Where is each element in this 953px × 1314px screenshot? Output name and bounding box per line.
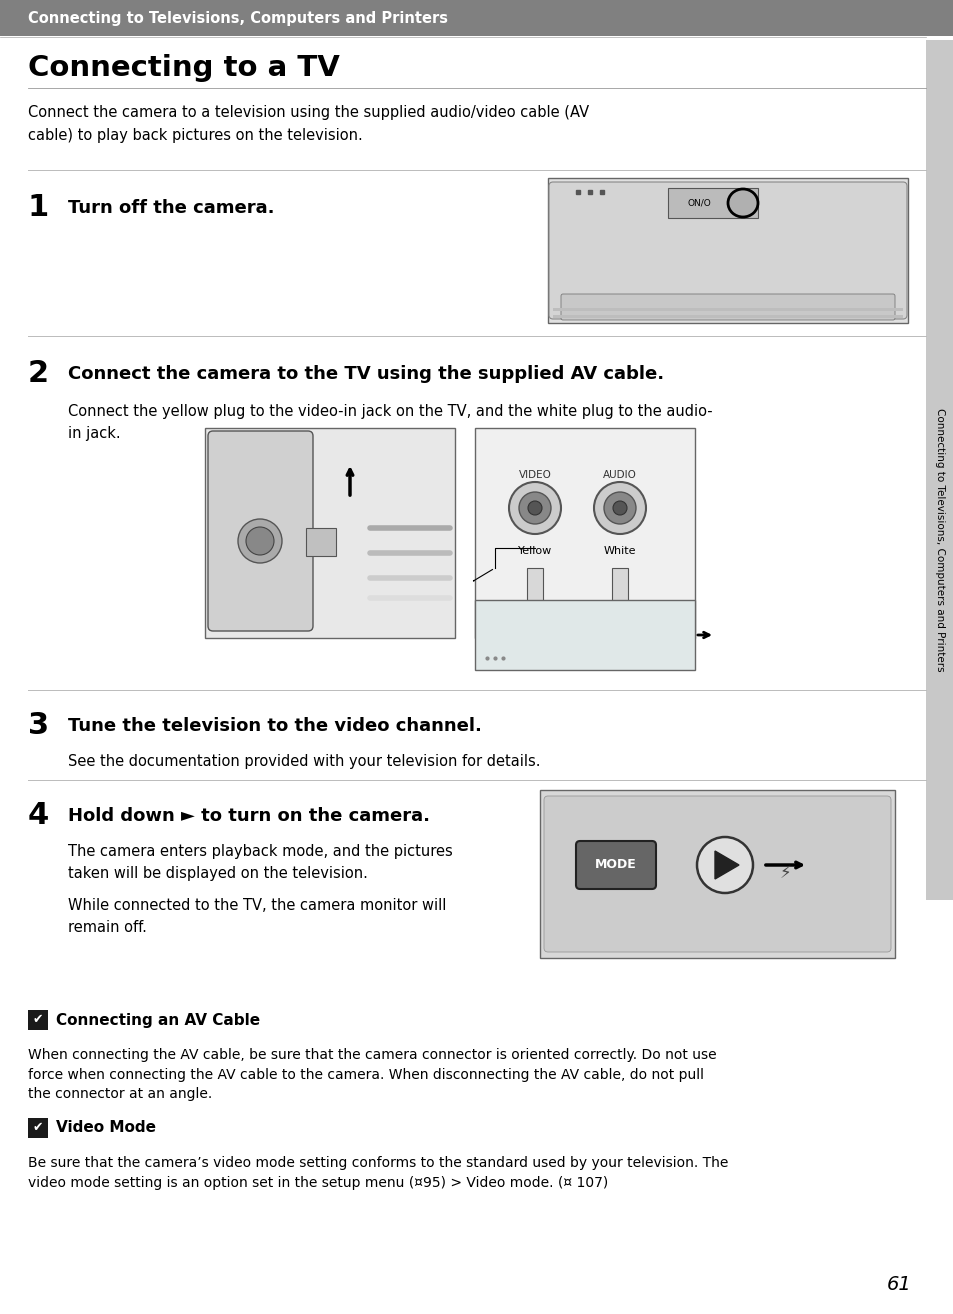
Text: Connecting to a TV: Connecting to a TV [28, 54, 339, 81]
Text: The camera enters playback mode, and the pictures
taken will be displayed on the: The camera enters playback mode, and the… [68, 844, 453, 882]
Text: ⚡: ⚡ [779, 865, 790, 882]
Text: Tune the television to the video channel.: Tune the television to the video channel… [68, 717, 481, 735]
Circle shape [246, 527, 274, 555]
Bar [539, 790, 894, 958]
Bar [553, 307, 902, 311]
Text: Connect the camera to a television using the supplied audio/video cable (AV
cabl: Connect the camera to a television using… [28, 105, 589, 143]
Text: Yellow: Yellow [517, 547, 552, 556]
Ellipse shape [727, 189, 758, 217]
Circle shape [613, 501, 626, 515]
Text: ON/O: ON/O [687, 198, 711, 208]
Polygon shape [714, 851, 739, 879]
FancyBboxPatch shape [560, 294, 894, 321]
Bar [667, 188, 758, 218]
Bar [526, 568, 542, 618]
Bar [553, 315, 902, 318]
Text: Connecting an AV Cable: Connecting an AV Cable [56, 1013, 260, 1028]
Text: Turn off the camera.: Turn off the camera. [68, 198, 274, 217]
Text: VIDEO: VIDEO [518, 470, 551, 480]
Circle shape [509, 482, 560, 533]
Bar [925, 39, 953, 900]
Bar [475, 428, 695, 639]
Circle shape [594, 482, 645, 533]
Bar [28, 1118, 48, 1138]
Text: Be sure that the camera’s video mode setting conforms to the standard used by yo: Be sure that the camera’s video mode set… [28, 1156, 727, 1189]
Text: 3: 3 [28, 711, 49, 741]
Circle shape [697, 837, 752, 894]
Text: Hold down ► to turn on the camera.: Hold down ► to turn on the camera. [68, 807, 430, 825]
Text: While connected to the TV, the camera monitor will
remain off.: While connected to the TV, the camera mo… [68, 897, 446, 936]
Text: Connect the camera to the TV using the supplied AV cable.: Connect the camera to the TV using the s… [68, 365, 663, 382]
Text: See the documentation provided with your television for details.: See the documentation provided with your… [68, 754, 540, 769]
Circle shape [527, 501, 541, 515]
Text: When connecting the AV cable, be sure that the camera connector is oriented corr: When connecting the AV cable, be sure th… [28, 1049, 716, 1101]
Bar [0, 0, 953, 35]
Text: 61: 61 [885, 1275, 910, 1293]
Text: ✔: ✔ [32, 1013, 43, 1026]
FancyBboxPatch shape [543, 796, 890, 953]
Bar [306, 528, 335, 556]
Circle shape [518, 491, 551, 524]
Bar [28, 1010, 48, 1030]
Text: Connecting to Televisions, Computers and Printers: Connecting to Televisions, Computers and… [28, 11, 448, 25]
FancyArrowPatch shape [473, 569, 492, 581]
Circle shape [237, 519, 282, 562]
Text: 2: 2 [28, 360, 49, 389]
Text: White: White [603, 547, 636, 556]
Text: 1: 1 [28, 193, 50, 222]
Text: Connecting to Televisions, Computers and Printers: Connecting to Televisions, Computers and… [934, 409, 944, 671]
Bar [612, 568, 627, 618]
Text: ✔: ✔ [32, 1122, 43, 1134]
Text: Video Mode: Video Mode [56, 1121, 156, 1135]
Text: Connect the yellow plug to the video-in jack on the TV, and the white plug to th: Connect the yellow plug to the video-in … [68, 403, 712, 442]
Text: AUDIO: AUDIO [602, 470, 637, 480]
FancyBboxPatch shape [576, 841, 656, 890]
Bar [205, 428, 455, 639]
Bar [475, 600, 695, 670]
FancyBboxPatch shape [548, 183, 906, 319]
FancyBboxPatch shape [208, 431, 313, 631]
Text: MODE: MODE [595, 858, 637, 871]
Circle shape [603, 491, 636, 524]
Text: 4: 4 [28, 802, 50, 830]
Bar [547, 177, 907, 323]
